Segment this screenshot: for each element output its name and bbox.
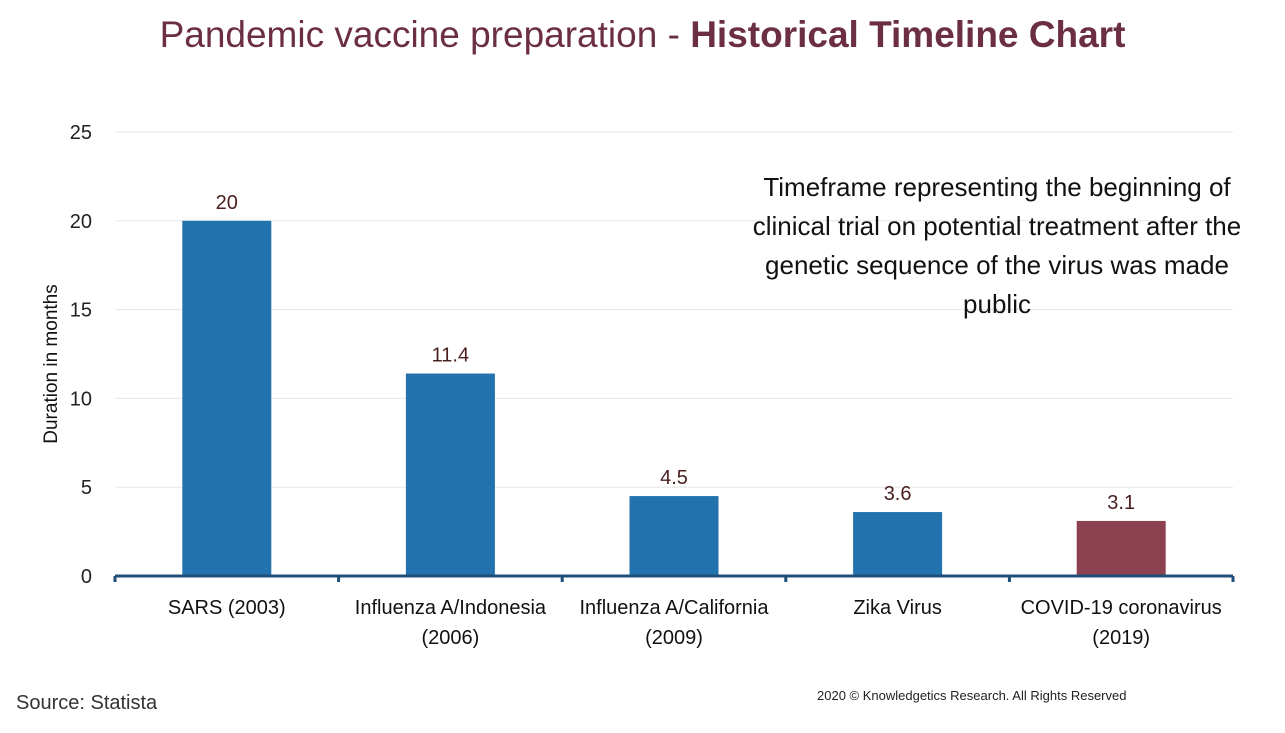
bar — [405, 373, 495, 576]
chart-title-regular: Pandemic vaccine preparation - — [159, 14, 691, 55]
source-note: Source: Statista — [16, 692, 158, 714]
data-label: 3.6 — [884, 483, 912, 505]
x-tick-label: Influenza A/Indonesia — [355, 597, 547, 619]
chart-title-bold: Historical Timeline Chart — [690, 14, 1126, 55]
y-tick-label: 0 — [81, 566, 92, 588]
bar — [629, 496, 719, 576]
x-tick-label: (2006) — [421, 627, 479, 649]
copyright-note: 2020 © Knowledgetics Research. All Right… — [817, 688, 1127, 703]
bar — [1076, 520, 1166, 576]
data-label: 20 — [216, 192, 238, 214]
chart-title: Pandemic vaccine preparation - Historica… — [0, 14, 1285, 56]
y-tick-label: 25 — [70, 122, 92, 144]
chart-annotation: Timeframe representing the beginning of … — [752, 172, 1242, 319]
y-tick-label: 20 — [70, 211, 92, 233]
data-label: 4.5 — [660, 467, 688, 489]
bar — [182, 220, 272, 577]
data-label: 3.1 — [1107, 492, 1135, 514]
y-tick-label: 10 — [70, 388, 92, 410]
data-label: 11.4 — [432, 345, 469, 367]
y-axis-label: Duration in months — [41, 284, 62, 443]
x-tick-label: Zika Virus — [853, 597, 942, 619]
y-tick-label: 5 — [81, 477, 92, 499]
y-tick-label: 15 — [70, 300, 92, 322]
bar — [853, 512, 943, 576]
x-tick-label: SARS (2003) — [168, 597, 286, 619]
x-tick-label: Influenza A/California — [579, 597, 769, 619]
x-tick-label: (2019) — [1092, 627, 1150, 649]
x-tick-label: (2009) — [645, 627, 703, 649]
x-tick-label: COVID-19 coronavirus — [1021, 597, 1222, 619]
